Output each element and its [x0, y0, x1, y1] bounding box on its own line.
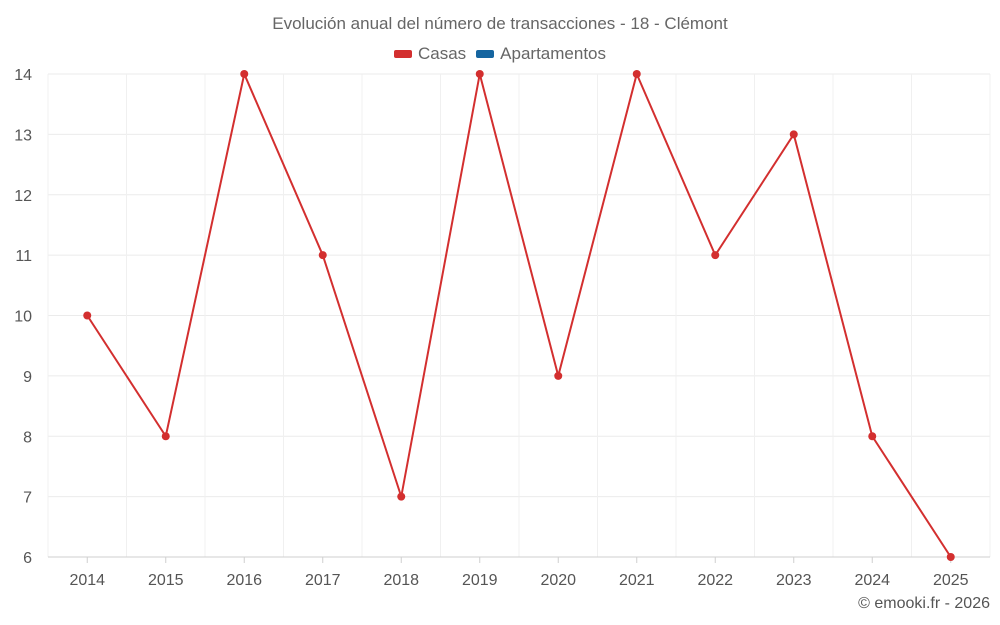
y-tick-label: 12 [14, 188, 32, 205]
legend-item-apartamentos[interactable]: Apartamentos [476, 44, 606, 64]
y-tick-label: 6 [23, 550, 32, 567]
x-tick-label: 2017 [305, 572, 341, 589]
y-tick-label: 11 [15, 248, 32, 265]
data-point [554, 371, 563, 380]
data-point [711, 251, 720, 260]
x-tick-label: 2023 [776, 572, 812, 589]
y-tick-label: 9 [23, 369, 32, 386]
data-point [318, 251, 327, 260]
legend-label-apartamentos: Apartamentos [500, 44, 607, 63]
data-point [161, 432, 170, 441]
legend: Casas Apartamentos [0, 44, 1000, 64]
x-tick-label: 2022 [697, 572, 733, 589]
legend-swatch-casas [393, 50, 412, 58]
data-point [789, 130, 798, 139]
x-tick-label: 2018 [383, 572, 419, 589]
x-tick-label: 2024 [854, 572, 890, 589]
y-tick-label: 13 [14, 127, 32, 144]
x-tick-label: 2014 [69, 572, 105, 589]
legend-swatch-apartamentos [476, 50, 495, 58]
x-tick-label: 2025 [933, 572, 969, 589]
y-tick-label: 14 [14, 67, 32, 84]
y-tick-label: 10 [14, 309, 32, 326]
data-point [83, 311, 92, 320]
x-tick-label: 2016 [226, 572, 262, 589]
x-tick-label: 2021 [619, 572, 655, 589]
data-point [397, 492, 406, 501]
data-point [868, 432, 877, 441]
y-tick-label: 7 [23, 490, 32, 507]
data-point [946, 553, 955, 561]
chart-title: Evolución anual del número de transaccio… [272, 14, 728, 33]
x-tick-label: 2015 [148, 572, 184, 589]
series-line-casas [86, 70, 952, 558]
data-point [632, 70, 641, 78]
data-point [240, 70, 249, 78]
x-tick-label: 2020 [540, 572, 576, 589]
y-tick-label: 8 [23, 429, 32, 446]
legend-label-casas: Casas [417, 44, 467, 63]
credit-text: © emooki.fr - 2026 [858, 595, 990, 612]
x-tick-label: 2019 [462, 572, 498, 589]
data-point [475, 70, 484, 78]
legend-item-casas[interactable]: Casas [393, 44, 467, 64]
